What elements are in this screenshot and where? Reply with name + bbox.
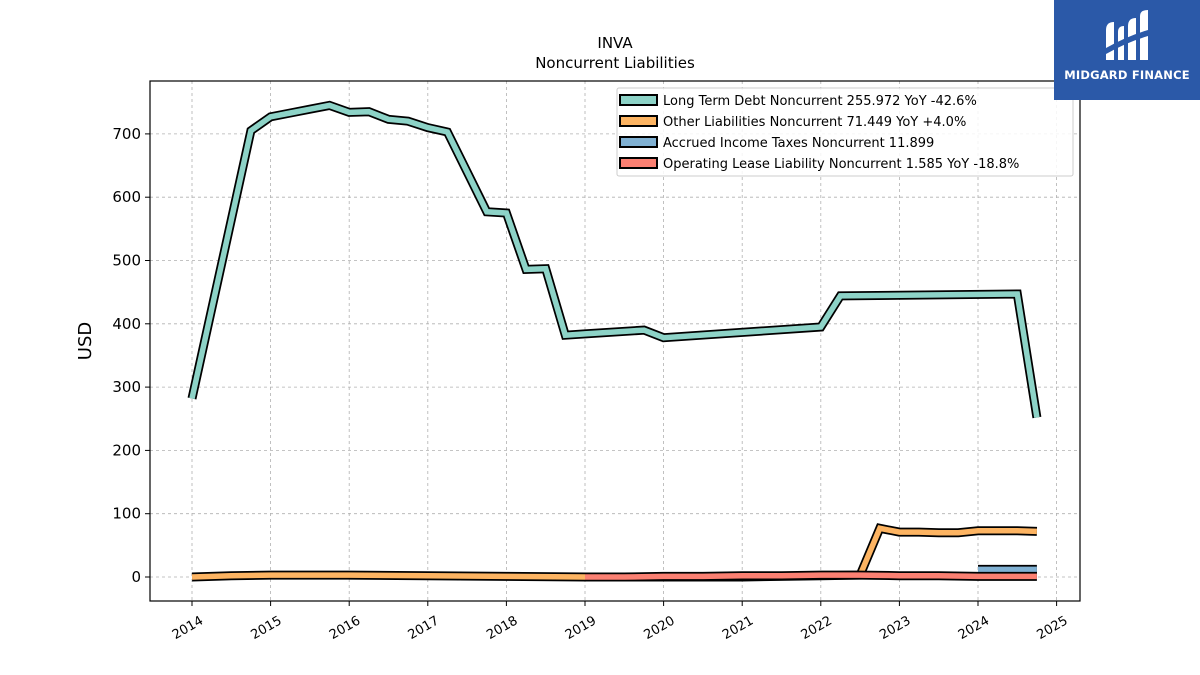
- x-tick-label: 2015: [248, 613, 284, 643]
- logo-text: MIDGARD FINANCE: [1064, 68, 1190, 82]
- y-tick-label: 600: [112, 188, 141, 206]
- series-line-outline: [191, 523, 1038, 582]
- y-tick-label: 400: [112, 315, 141, 333]
- legend-label: Other Liabilities Noncurrent 71.449 YoY …: [663, 115, 966, 130]
- legend-label: Long Term Debt Noncurrent 255.972 YoY -4…: [663, 94, 977, 109]
- x-tick-label: 2025: [1034, 613, 1070, 643]
- brand-logo: MIDGARD FINANCE: [1054, 0, 1200, 100]
- y-tick-label: 200: [112, 441, 141, 459]
- legend-swatch: [619, 94, 658, 106]
- x-tick-label: 2020: [641, 613, 677, 643]
- legend-swatch: [619, 115, 658, 127]
- series-0: [187, 100, 1042, 419]
- plot-frame: [149, 80, 1081, 602]
- x-tick-label: 2014: [170, 613, 206, 643]
- x-tick-label: 2018: [484, 613, 520, 643]
- x-tick-label: 2022: [799, 613, 835, 643]
- x-tick-label: 2023: [877, 613, 913, 643]
- y-tick-label: 100: [112, 505, 141, 523]
- legend: Long Term Debt Noncurrent 255.972 YoY -4…: [616, 87, 1074, 177]
- y-tick-label: 500: [112, 252, 141, 270]
- x-tick-label: 2024: [956, 613, 992, 643]
- x-tick-label: 2016: [327, 613, 363, 643]
- series-1: [191, 523, 1038, 582]
- y-axis-label: USD: [75, 322, 96, 360]
- x-tick-label: 2019: [563, 613, 599, 643]
- legend-box: [616, 87, 1074, 177]
- y-tick-label: 300: [112, 378, 141, 396]
- y-tick-label: 0: [131, 568, 141, 586]
- series-3: [585, 570, 1037, 582]
- chart-subtitle: Noncurrent Liabilities: [535, 54, 695, 72]
- series-line: [189, 102, 1040, 418]
- legend-swatch: [619, 157, 658, 169]
- y-tick-label: 700: [112, 125, 141, 143]
- logo-mark-icon: [1106, 10, 1148, 60]
- chart-title: INVA: [597, 34, 633, 52]
- legend-swatch: [619, 136, 658, 148]
- series-line: [585, 572, 1037, 580]
- x-tick-label: 2017: [406, 613, 442, 643]
- series-layer: [187, 100, 1042, 582]
- legend-label: Accrued Income Taxes Noncurrent 11.899: [663, 136, 934, 151]
- legend-label: Operating Lease Liability Noncurrent 1.5…: [663, 157, 1019, 172]
- x-tick-label: 2021: [720, 613, 756, 643]
